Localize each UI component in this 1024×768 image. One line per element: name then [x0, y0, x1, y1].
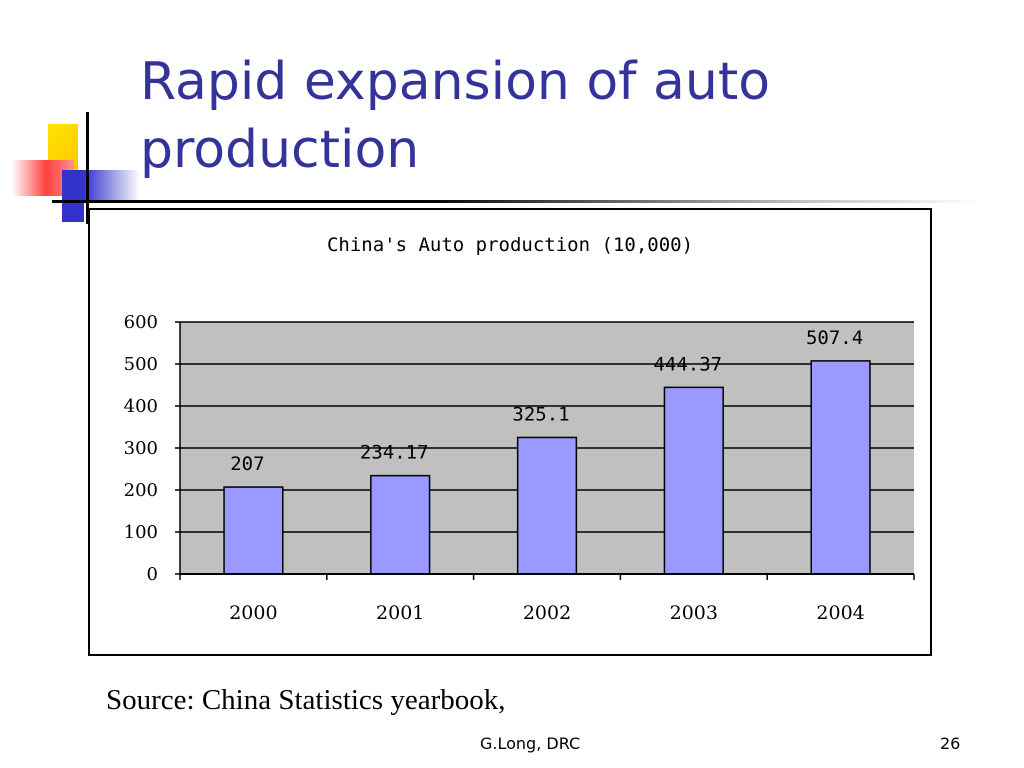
y-tick-label: 0: [147, 564, 158, 585]
data-label-2000: 207: [230, 453, 264, 475]
y-tick-label: 100: [124, 522, 158, 543]
deco-blue-fade: [84, 170, 140, 200]
chart-title: China's Auto production (10,000): [327, 234, 693, 256]
bar-2004: [810, 360, 871, 575]
x-tick-label-2001: 2001: [376, 602, 424, 624]
chart-frame: China's Auto production (10,000) 0 100 200…: [88, 208, 932, 656]
y-tick-label: 200: [124, 480, 158, 501]
page-number: 26: [940, 734, 961, 753]
slide-title: Rapid expansion of auto production: [140, 52, 771, 180]
y-tick-label: 500: [124, 354, 158, 375]
bar-2002: [516, 436, 578, 575]
x-tick-label-2004: 2004: [816, 602, 864, 624]
y-tick-label: 300: [124, 438, 158, 459]
footer-author: G.Long, DRC: [480, 734, 581, 753]
bar-2003: [663, 386, 724, 575]
bar-chart: China's Auto production (10,000) 0 100 200…: [124, 234, 915, 624]
source-note: Source: China Statistics yearbook,: [106, 684, 506, 716]
deco-vertical-line: [86, 112, 89, 224]
y-tick-label: 600: [124, 312, 158, 333]
bar-2000: [223, 486, 284, 575]
data-label-2001: 234.17: [360, 442, 429, 464]
data-label-2002: 325.1: [512, 403, 569, 425]
x-tick-label-2003: 2003: [670, 602, 718, 624]
data-label-2004: 507.4: [806, 327, 863, 349]
deco-blue-square: [62, 170, 84, 222]
title-underline: [52, 200, 982, 203]
x-tick-label-2000: 2000: [229, 602, 277, 624]
y-tick-label: 400: [124, 396, 158, 417]
bar-2001: [370, 474, 431, 575]
x-tick-label-2002: 2002: [523, 602, 571, 624]
data-label-2003: 444.37: [653, 353, 722, 375]
